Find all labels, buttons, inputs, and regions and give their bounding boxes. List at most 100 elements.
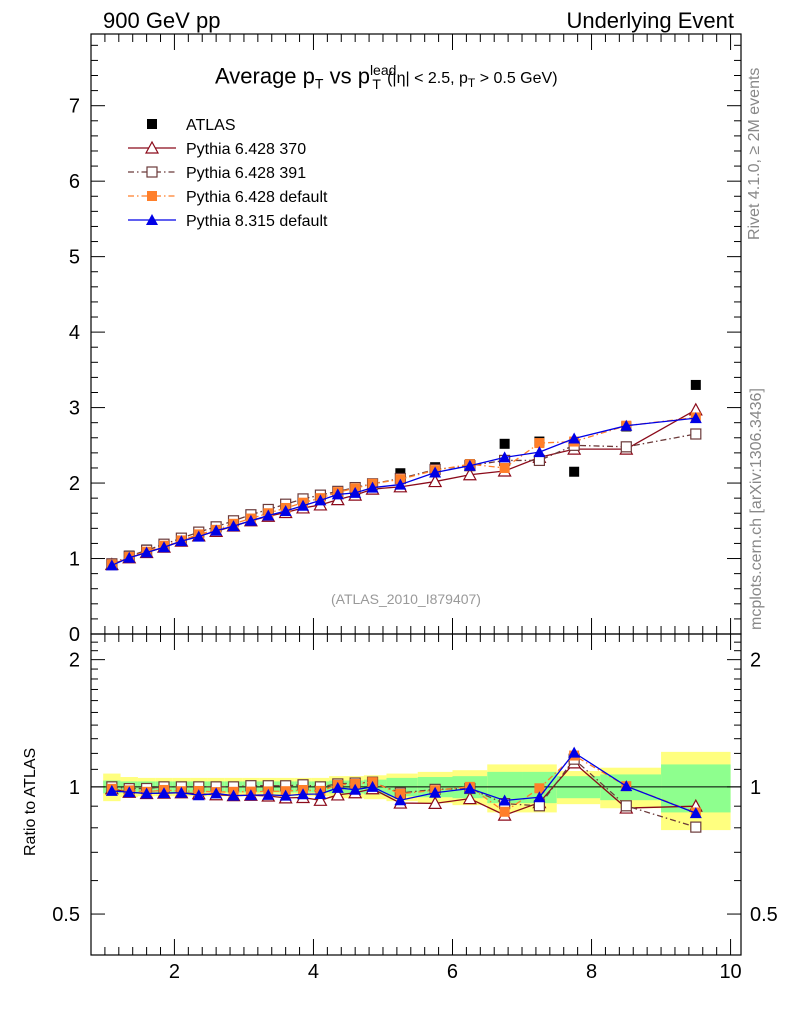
data-point (105, 559, 118, 571)
data-point (394, 478, 407, 490)
data-point (620, 419, 633, 431)
legend-label: ATLAS (186, 117, 236, 134)
ratio-data-point (533, 800, 545, 812)
legend-marker (146, 214, 158, 225)
ratio-data-point (463, 782, 476, 794)
ratio-plot-frame (90, 633, 742, 956)
series-pythia-8-315-default (105, 412, 702, 819)
data-point (366, 481, 379, 493)
ratio-data-point (568, 746, 581, 758)
data-point (210, 524, 223, 536)
data-point (620, 441, 632, 453)
ratio-data-point (366, 780, 379, 792)
data-point (175, 535, 188, 547)
data-point (533, 446, 546, 458)
series-layer (104, 379, 703, 833)
ratio-data-point (331, 781, 344, 793)
main-y-tick-label: 0 (69, 624, 80, 646)
data-point (279, 504, 292, 516)
header-right: Underlying Event (566, 8, 734, 33)
data-point (140, 546, 153, 558)
ratio-data-point (297, 788, 310, 800)
ratio-data-point (262, 788, 275, 800)
data-point (534, 438, 545, 449)
main-y-tick-label: 4 (69, 322, 80, 344)
ratio-y-tick-label: 0.5 (52, 904, 80, 926)
x-tick-label: 10 (719, 961, 741, 983)
analysis-reference-id: (ATLAS_2010_I879407) (331, 591, 481, 607)
ratio-data-point (690, 821, 702, 833)
data-point (244, 514, 257, 526)
ratio-data-point (279, 789, 292, 801)
legend-marker (147, 191, 157, 201)
ratio-data-point (157, 787, 170, 799)
ratio-data-point (192, 789, 205, 801)
ratio-data-point (140, 787, 153, 799)
ratio-data-point (620, 780, 633, 792)
x-tick-label: 8 (586, 961, 597, 983)
ratio-data-point (330, 787, 345, 801)
legend-marker (146, 166, 158, 178)
ratio-data-point (349, 783, 362, 795)
data-point (690, 428, 702, 440)
ratio-y-tick-label: 1 (69, 777, 80, 799)
ratio-data-point (210, 787, 223, 799)
data-point (349, 486, 362, 498)
data-point (123, 551, 136, 563)
ratio-y-tick-label-right: 0.5 (750, 904, 778, 926)
data-point (462, 467, 477, 481)
rivet-version-label: Rivet 4.1.0, ≥ 2M events (746, 67, 763, 240)
ratio-data-point (175, 786, 188, 798)
ratio-y-tick-label-right: 1 (750, 777, 761, 799)
legend-marker (147, 119, 157, 129)
legend-marker (144, 140, 160, 154)
data-point (192, 530, 205, 542)
ratio-data-point (314, 787, 327, 799)
ratio-data-point (533, 791, 546, 803)
ratio-data-point (227, 789, 240, 801)
ratio-data-point (105, 784, 118, 796)
data-point (499, 438, 510, 449)
legend-label: Pythia 6.428 default (186, 189, 328, 206)
main-y-tick-label: 5 (69, 247, 80, 269)
ratio-data-point (428, 796, 443, 809)
legend-label: Pythia 6.428 391 (186, 165, 306, 182)
ratio-data-point (123, 786, 136, 798)
data-point (429, 466, 442, 478)
data-point (690, 379, 701, 390)
ratio-data-point (395, 788, 406, 799)
data-point (499, 462, 510, 473)
axis-ticks: 0 1 2 3 4 5 6 7 2 4 6 8 10 0.5 0.5 1 1 2 2 (52, 34, 778, 983)
ratio-data-point (499, 806, 510, 817)
main-y-tick-label: 7 (69, 96, 80, 118)
legend-label: Pythia 6.428 370 (186, 141, 306, 158)
ratio-data-point (429, 786, 442, 798)
ratio-data-point (534, 783, 545, 794)
header-left: 900 GeV pp (103, 8, 221, 33)
data-point (568, 432, 581, 444)
data-point (297, 499, 310, 511)
data-point (262, 509, 275, 521)
x-tick-label: 6 (447, 961, 458, 983)
data-point (463, 459, 476, 471)
data-point (314, 494, 327, 506)
data-point (498, 451, 511, 463)
x-tick-label: 2 (169, 961, 180, 983)
ratio-y-tick-label: 2 (69, 650, 80, 672)
ratio-data-point (244, 789, 257, 801)
data-point (689, 412, 702, 424)
legend-label: Pythia 8.315 default (186, 213, 328, 230)
data-point (227, 520, 240, 532)
data-point (569, 466, 580, 477)
main-y-tick-label: 1 (69, 549, 80, 571)
series-line (111, 433, 696, 565)
x-tick-label: 4 (308, 961, 319, 983)
ratio-data-point (394, 794, 407, 806)
series-pythia-6-428-370 (104, 402, 703, 821)
ratio-data-point (462, 791, 477, 805)
ratio-data-point (689, 807, 702, 819)
ratio-data-point (620, 800, 632, 812)
data-point (428, 474, 443, 488)
main-y-tick-label: 3 (69, 398, 80, 420)
